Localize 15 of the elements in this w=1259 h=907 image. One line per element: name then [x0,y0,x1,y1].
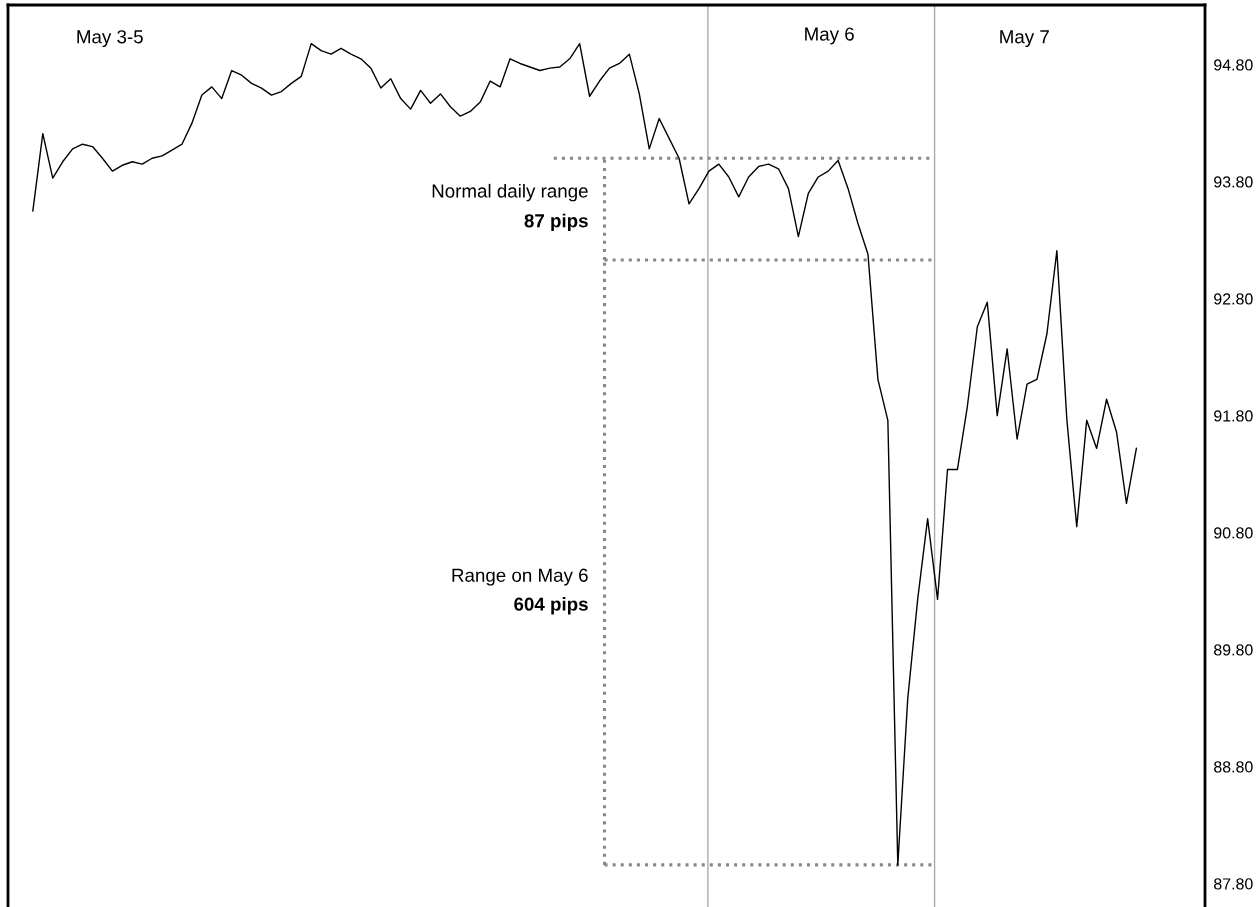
y-tick-label: 94.80 [1214,59,1253,71]
y-tick-label: 92.80 [1214,293,1253,305]
y-tick-label: 88.80 [1214,761,1253,773]
y-tick-label: 87.80 [1214,878,1253,890]
annotation: May 7 [1000,30,1049,48]
annotation: Normal daily range [432,183,588,202]
annotation: May 3-5 [77,30,143,48]
y-tick-label: 91.80 [1214,410,1253,422]
annotation: Range on May 6 [452,568,588,586]
annotation: 87 pips [524,213,588,232]
annotation: 604 pips [514,596,588,615]
y-tick-label: 89.80 [1214,644,1253,656]
y-tick-label: 90.80 [1214,527,1253,539]
y-tick-label: 93.80 [1214,176,1253,188]
annotation: May 6 [805,27,854,45]
